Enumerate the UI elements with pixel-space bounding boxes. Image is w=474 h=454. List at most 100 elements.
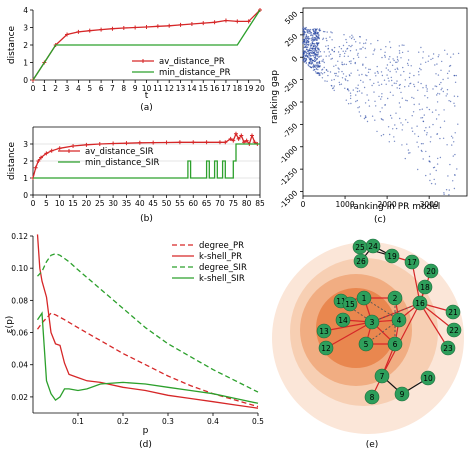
panel-caption: (c)	[374, 215, 386, 225]
scatter-point	[388, 58, 390, 60]
scatter-point	[318, 29, 320, 32]
scatter-point	[318, 48, 320, 50]
legend-entry: av_distance_SIR	[85, 147, 154, 157]
y-tick-label: 500	[283, 9, 300, 26]
scatter-point	[322, 60, 324, 62]
scatter-point	[323, 71, 326, 74]
data-point-marker	[44, 151, 49, 156]
x-tick-label: 0	[31, 199, 36, 208]
scatter-point	[378, 84, 380, 87]
scatter-point	[437, 56, 439, 58]
scatter-point	[438, 114, 440, 116]
scatter-point	[308, 32, 310, 34]
scatter-point	[399, 117, 401, 120]
scatter-point	[407, 149, 410, 151]
scatter-point	[436, 163, 439, 165]
scatter-point	[430, 136, 432, 138]
scatter-point	[302, 43, 304, 45]
scatter-point	[448, 70, 450, 72]
scatter-point	[306, 44, 308, 46]
scatter-point	[413, 97, 415, 100]
network-edge-dashed	[371, 302, 421, 323]
network-node-label: 16	[415, 299, 425, 308]
network-node	[316, 323, 332, 339]
scatter-point	[317, 53, 319, 55]
scatter-point	[344, 87, 346, 90]
scatter-point	[340, 83, 343, 85]
scatter-point	[363, 86, 366, 89]
scatter-point	[302, 34, 304, 36]
scatter-point	[308, 29, 310, 31]
network-node	[318, 340, 334, 356]
network-node-label: 24	[368, 242, 378, 251]
scatter-point	[364, 42, 367, 44]
x-tick-label: 0.3	[162, 417, 174, 426]
scatter-point	[322, 37, 325, 39]
panel-caption: (d)	[139, 440, 152, 450]
scatter-point	[449, 163, 451, 166]
scatter-point	[433, 166, 436, 168]
y-tick-label: 250	[283, 32, 300, 49]
network-node-label: 9	[400, 390, 405, 399]
scatter-point	[324, 31, 326, 33]
scatter-point	[357, 69, 359, 71]
scatter-point	[303, 33, 305, 35]
scatter-point	[303, 35, 305, 37]
data-point-marker	[178, 22, 183, 27]
scatter-point	[339, 83, 341, 86]
scatter-point	[313, 55, 315, 57]
scatter-point	[331, 49, 333, 52]
scatter-point	[452, 155, 454, 157]
scatter-point	[310, 39, 313, 41]
scatter-point	[388, 141, 390, 143]
y-tick-label: 0.12	[11, 232, 28, 241]
scatter-point	[357, 87, 359, 90]
y-tick-label: 0.10	[11, 264, 28, 273]
scatter-point	[310, 43, 312, 45]
scatter-point	[352, 89, 354, 91]
scatter-point	[302, 38, 304, 41]
y-axis-label: ranking gap	[270, 70, 280, 124]
x-tick-label: 65	[202, 199, 212, 208]
scatter-point	[306, 49, 308, 51]
scatter-point	[434, 183, 437, 185]
scatter-point	[314, 44, 316, 47]
scatter-point	[333, 85, 335, 87]
scatter-point	[313, 56, 316, 59]
scatter-point	[380, 83, 383, 86]
network-node	[440, 340, 456, 356]
scatter-point	[407, 50, 409, 52]
scatter-point	[328, 51, 330, 53]
scatter-point	[426, 106, 428, 109]
data-point-marker	[155, 24, 160, 29]
scatter-point	[453, 141, 455, 143]
x-tick-label: 25	[95, 199, 105, 208]
scatter-point	[400, 57, 402, 59]
scatter-point	[408, 76, 411, 79]
scatter-point	[339, 53, 341, 56]
scatter-point	[385, 46, 387, 48]
scatter-point	[356, 90, 359, 93]
scatter-point	[450, 135, 453, 137]
scatter-point	[422, 51, 424, 53]
x-tick-label: 10	[142, 84, 152, 93]
scatter-point	[308, 57, 310, 59]
y-tick-label: -1500	[278, 188, 300, 210]
scatter-point	[350, 102, 352, 105]
scatter-point	[366, 75, 368, 77]
scatter-point	[305, 54, 307, 56]
scatter-point	[312, 45, 315, 48]
scatter-point	[360, 79, 362, 82]
scatter-point	[376, 70, 379, 73]
scatter-point	[318, 72, 320, 75]
data-point-marker	[191, 140, 196, 145]
scatter-point	[363, 117, 366, 120]
scatter-point	[425, 150, 427, 153]
network-node	[394, 386, 410, 402]
scatter-point	[374, 100, 376, 103]
scatter-point	[316, 66, 319, 68]
data-point-marker	[110, 26, 115, 31]
network-edge	[419, 302, 449, 349]
network-edge-dashed	[363, 297, 400, 321]
scatter-point	[309, 31, 311, 33]
